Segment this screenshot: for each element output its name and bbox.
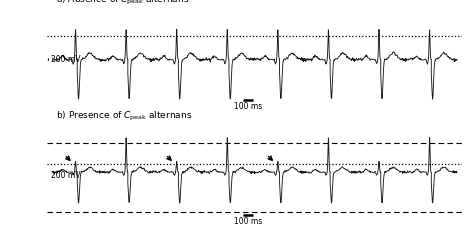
Text: 100 ms: 100 ms xyxy=(234,102,262,111)
Text: 200 mV: 200 mV xyxy=(52,171,81,180)
Text: 100 ms: 100 ms xyxy=(234,217,262,226)
Text: 200 mV: 200 mV xyxy=(52,55,81,64)
Text: b) Presence of $C_{\mathrm{peak}}$ alternans: b) Presence of $C_{\mathrm{peak}}$ alter… xyxy=(56,110,192,123)
Text: a) Absence of $C_{\mathrm{peak}}$ alternans: a) Absence of $C_{\mathrm{peak}}$ altern… xyxy=(56,0,189,7)
